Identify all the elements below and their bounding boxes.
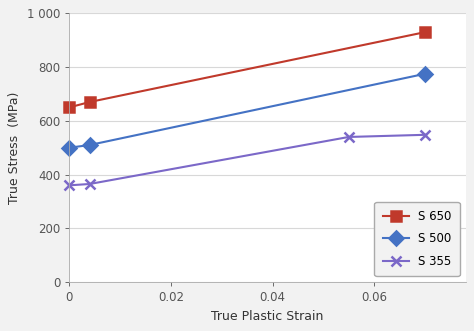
Legend: S 650, S 500, S 355: S 650, S 500, S 355	[374, 202, 460, 276]
S 500	[422, 72, 428, 76]
S 355	[346, 135, 352, 139]
S 355	[422, 133, 428, 137]
S 355	[66, 183, 72, 187]
Line: S 355: S 355	[64, 130, 430, 190]
Y-axis label: True Stress  (MPa): True Stress (MPa)	[9, 91, 21, 204]
S 650	[422, 30, 428, 34]
S 650	[87, 100, 92, 104]
Line: S 500: S 500	[64, 69, 430, 153]
S 500	[66, 146, 72, 150]
X-axis label: True Plastic Strain: True Plastic Strain	[211, 310, 324, 323]
Line: S 650: S 650	[64, 27, 430, 112]
S 355	[87, 182, 92, 186]
S 500	[87, 143, 92, 147]
S 650	[66, 105, 72, 109]
